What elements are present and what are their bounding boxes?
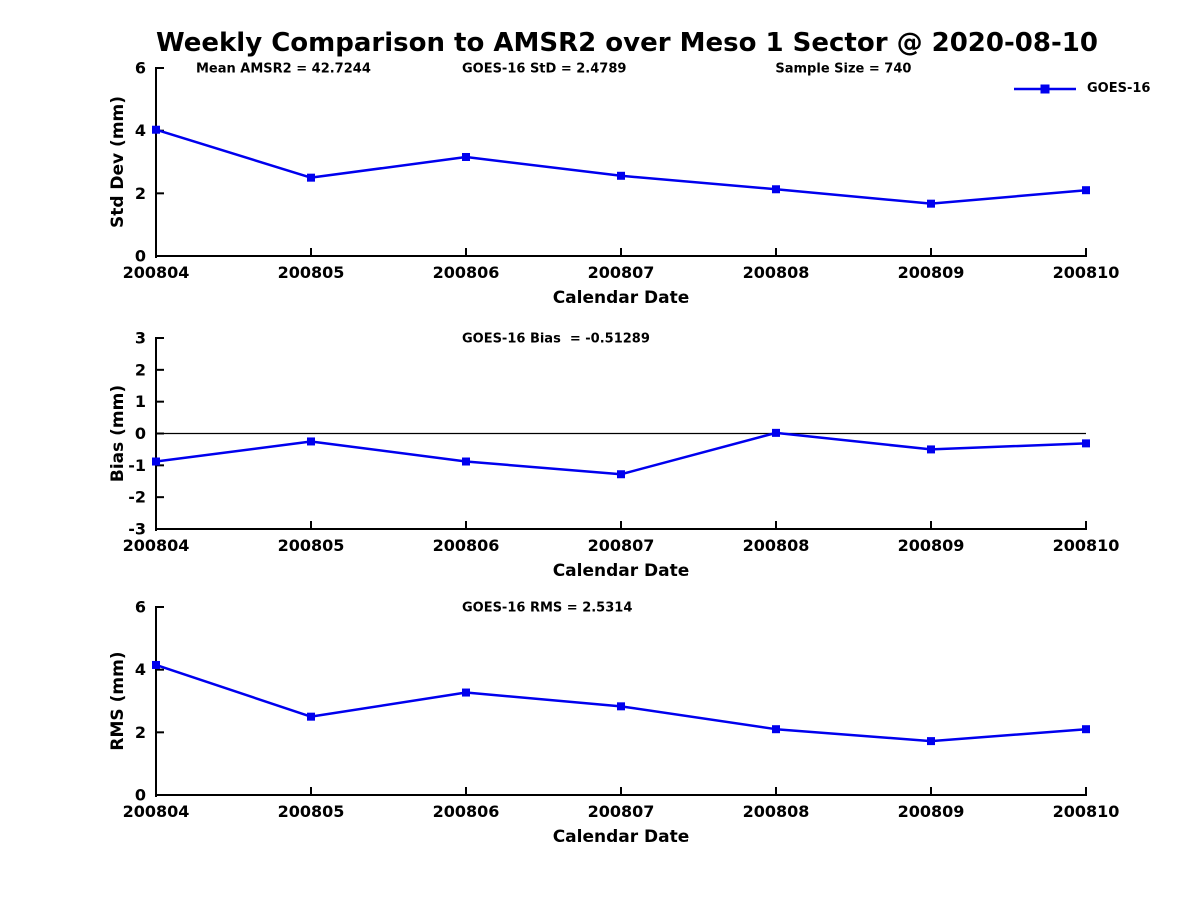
legend: GOES-16 (1012, 81, 1150, 96)
x-tick-label: 200810 (1053, 536, 1120, 555)
x-tick-label: 200808 (743, 802, 810, 821)
data-point (462, 457, 470, 466)
data-point (152, 660, 160, 669)
x-tick-label: 200805 (278, 802, 345, 821)
x-tick-label: 200806 (433, 536, 500, 555)
annotation: Mean AMSR2 = 42.7244 (196, 62, 371, 77)
y-tick-label: 6 (135, 598, 146, 617)
x-tick-label: 200807 (588, 536, 655, 555)
y-tick-label: 2 (135, 723, 146, 742)
data-point (617, 470, 625, 479)
x-tick-label: 200808 (743, 263, 810, 282)
y-tick-label: 2 (135, 360, 146, 379)
y-axis-label: RMS (mm) (108, 651, 128, 750)
x-tick-label: 200807 (588, 802, 655, 821)
annotation: GOES-16 RMS = 2.5314 (462, 601, 632, 616)
data-point (462, 688, 470, 697)
x-tick-label: 200805 (278, 263, 345, 282)
data-point (462, 152, 470, 161)
legend-label: GOES-16 (1087, 81, 1151, 96)
x-tick-label: 200809 (898, 536, 965, 555)
x-axis-label: Calendar Date (553, 288, 690, 308)
x-tick-label: 200804 (123, 536, 190, 555)
y-tick-label: -2 (128, 488, 146, 507)
data-point (307, 437, 315, 446)
data-point (307, 712, 315, 721)
y-tick-label: 4 (135, 121, 146, 140)
x-axis-label: Calendar Date (553, 827, 690, 847)
data-point (927, 445, 935, 454)
x-tick-label: 200809 (898, 802, 965, 821)
data-point (152, 457, 160, 466)
data-point (772, 185, 780, 194)
data-point (617, 171, 625, 180)
data-point (307, 173, 315, 182)
x-tick-label: 200810 (1053, 263, 1120, 282)
x-tick-label: 200805 (278, 536, 345, 555)
data-point (617, 702, 625, 711)
y-tick-label: 4 (135, 660, 146, 679)
data-point (1082, 725, 1090, 734)
y-tick-label: 0 (135, 247, 146, 266)
x-tick-label: 200804 (123, 263, 190, 282)
y-tick-label: -3 (128, 520, 146, 539)
y-axis-label: Bias (mm) (108, 385, 128, 482)
data-point (927, 737, 935, 746)
annotation: Sample Size = 740 (775, 62, 911, 77)
x-tick-label: 200807 (588, 263, 655, 282)
x-axis-label: Calendar Date (553, 561, 690, 581)
x-tick-label: 200804 (123, 802, 190, 821)
figure-title: Weekly Comparison to AMSR2 over Meso 1 S… (156, 28, 1098, 58)
x-tick-label: 200809 (898, 263, 965, 282)
x-tick-label: 200806 (433, 802, 500, 821)
data-point (1082, 186, 1090, 195)
data-point (772, 428, 780, 437)
x-tick-label: 200810 (1053, 802, 1120, 821)
y-tick-label: 6 (135, 59, 146, 78)
data-point (772, 725, 780, 734)
y-axis-label: Std Dev (mm) (108, 96, 128, 228)
y-tick-label: 0 (135, 424, 146, 443)
data-point (152, 125, 160, 134)
data-point (1082, 439, 1090, 448)
y-tick-label: 2 (135, 184, 146, 203)
y-tick-label: 1 (135, 392, 146, 411)
annotation: GOES-16 StD = 2.4789 (462, 62, 626, 77)
annotation: GOES-16 Bias = -0.51289 (462, 332, 650, 347)
x-tick-label: 200808 (743, 536, 810, 555)
legend-marker (1040, 84, 1050, 93)
y-tick-label: -1 (128, 456, 146, 475)
data-point (927, 199, 935, 208)
x-tick-label: 200806 (433, 263, 500, 282)
y-tick-label: 0 (135, 786, 146, 805)
legend-line-icon (1014, 84, 1076, 93)
y-tick-label: 3 (135, 329, 146, 348)
